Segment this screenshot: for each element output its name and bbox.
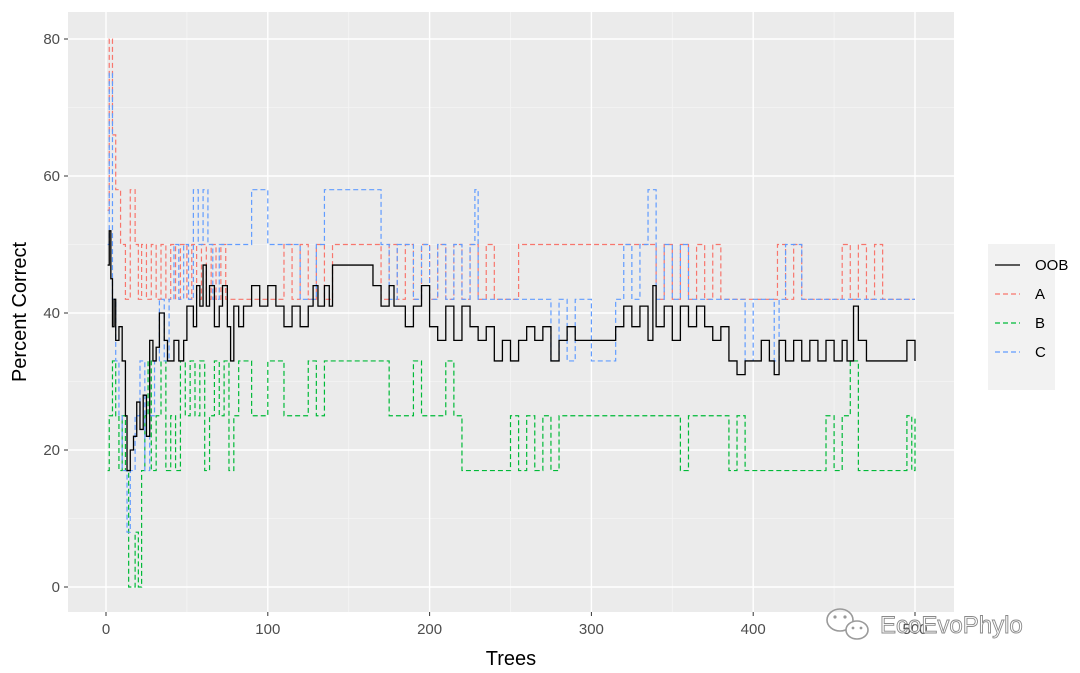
legend: OOB ABC bbox=[988, 244, 1068, 390]
x-tick-label: 100 bbox=[255, 621, 280, 638]
watermark: EcoEvoPhylo bbox=[826, 608, 1023, 640]
series-line-b bbox=[107, 360, 916, 588]
wechat-icon bbox=[826, 608, 869, 640]
watermark-text: EcoEvoPhylo bbox=[880, 612, 1023, 639]
x-tick-label: 200 bbox=[417, 621, 442, 638]
legend-label-c: C bbox=[1035, 344, 1046, 361]
legend-label-b: B bbox=[1035, 315, 1045, 332]
y-tick-label: 60 bbox=[43, 168, 60, 185]
axis-ticks bbox=[64, 38, 916, 616]
legend-label-oob: OOB bbox=[1035, 257, 1068, 274]
y-tick-label: 40 bbox=[43, 305, 60, 322]
series-lines bbox=[107, 38, 916, 588]
plot-panel bbox=[68, 12, 954, 612]
x-tick-label: 400 bbox=[741, 621, 766, 638]
series-line-oob bbox=[107, 230, 916, 472]
legend-label-a: A bbox=[1035, 286, 1045, 303]
series-line-c bbox=[107, 72, 915, 533]
y-axis-title: Percent Correct bbox=[9, 242, 31, 382]
x-tick-labels: 0 100 200 300 400 500 bbox=[102, 621, 928, 638]
x-tick-label: 500 bbox=[902, 621, 927, 638]
y-tick-label: 0 bbox=[52, 579, 60, 596]
x-tick-label: 0 bbox=[102, 621, 110, 638]
x-axis-title: Trees bbox=[486, 648, 536, 670]
y-tick-label: 80 bbox=[43, 31, 60, 48]
y-tick-labels: 0 20 40 60 80 bbox=[43, 31, 60, 596]
y-tick-label: 20 bbox=[43, 442, 60, 459]
x-tick-label: 300 bbox=[579, 621, 604, 638]
